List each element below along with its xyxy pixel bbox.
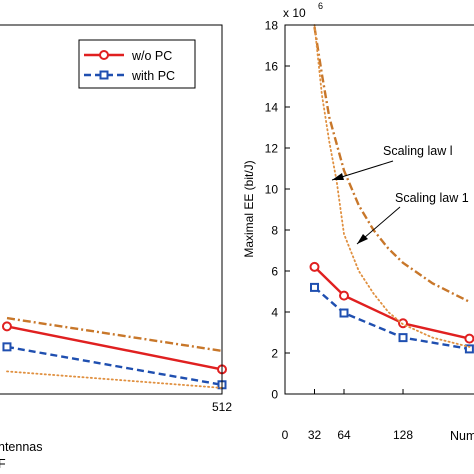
right-y-axis-label: Maximal EE (bit/J) xyxy=(242,160,256,257)
arrowhead-icon xyxy=(357,234,368,244)
legend-entry-with-pc: with PC xyxy=(84,69,175,83)
y-multiplier: x 10 6 xyxy=(283,1,323,20)
right-y-tick-label: 18 xyxy=(265,19,279,33)
right-series-line-dashed-square xyxy=(313,286,470,351)
right-axis-ticks: 0 2 4 6 8 10 12 14 16 18 0 32 64 128 xyxy=(265,19,414,443)
right-marker-square-1 xyxy=(339,308,349,318)
left-x-ticks: 512 xyxy=(212,389,232,414)
legend-label-with-pc: with PC xyxy=(131,69,175,83)
left-series-line-dashed-square xyxy=(6,345,223,386)
left-chart-panel: 512 w/o PC with PC ntennas F xyxy=(0,24,232,471)
annotation-text: Scaling law 1 xyxy=(395,191,469,205)
right-y-tick-label: 8 xyxy=(271,224,278,238)
right-series-line-dashdot xyxy=(313,26,470,303)
legend-entry-wo-pc: w/o PC xyxy=(84,49,172,63)
right-plot-series xyxy=(309,24,474,354)
legend: w/o PC with PC xyxy=(78,39,196,89)
right-marker-circle-1 xyxy=(339,290,350,301)
right-y-tick-label: 14 xyxy=(265,101,279,115)
right-marker-square-2 xyxy=(398,333,408,343)
legend-circle-marker xyxy=(99,50,109,60)
annotation-scaling-law-1: Scaling law l xyxy=(331,144,452,181)
left-marker-square-0 xyxy=(2,342,12,352)
right-x-tick-label: 64 xyxy=(337,428,351,442)
right-chart-panel: 0 2 4 6 8 10 12 14 16 18 0 32 64 128 x 10 6 Maximal E… xyxy=(242,1,474,443)
left-plot-series xyxy=(1,316,227,390)
left-series-line-solid-circle xyxy=(6,325,223,371)
right-marker-circle-0 xyxy=(309,261,320,272)
right-y-tick-label: 0 xyxy=(271,388,278,402)
right-x-axis-label: Num xyxy=(450,429,474,443)
arrowhead-icon xyxy=(332,173,344,180)
right-y-tick-label: 10 xyxy=(265,183,279,197)
right-x-tick-label: 0 xyxy=(282,428,289,442)
right-marker-square-0 xyxy=(310,282,320,292)
right-x-tick-label: 128 xyxy=(393,428,413,442)
left-plot-frame xyxy=(0,24,223,395)
legend-box xyxy=(78,39,196,89)
y-multiplier-base: x 10 xyxy=(283,6,306,20)
y-multiplier-exponent: 6 xyxy=(318,1,323,11)
right-x-tick-label: 32 xyxy=(308,428,322,442)
legend-square-marker xyxy=(99,70,109,80)
annotation-scaling-law-2: Scaling law 1 xyxy=(356,191,469,245)
right-y-tick-label: 12 xyxy=(265,142,279,156)
left-x-axis-label-second-line: F xyxy=(0,457,6,471)
left-series-line-dotted xyxy=(6,370,223,389)
right-series-line-solid-circle xyxy=(313,266,470,340)
left-x-axis-label: ntennas xyxy=(0,440,42,454)
right-plot-frame xyxy=(284,24,474,395)
right-y-tick-label: 16 xyxy=(265,60,279,74)
legend-label-wo-pc: w/o PC xyxy=(131,49,172,63)
annotation-text: Scaling law l xyxy=(383,144,452,158)
left-marker-circle-0 xyxy=(1,321,12,332)
right-y-tick-label: 6 xyxy=(271,265,278,279)
right-y-tick-label: 4 xyxy=(271,306,278,320)
right-marker-circle-3 xyxy=(464,333,474,344)
right-y-tick-label: 2 xyxy=(271,347,278,361)
right-series-line-dotted xyxy=(313,24,471,348)
left-series-line-dashdot xyxy=(6,316,223,353)
right-marker-square-3 xyxy=(464,344,474,354)
left-x-tick-label: 512 xyxy=(212,400,232,414)
